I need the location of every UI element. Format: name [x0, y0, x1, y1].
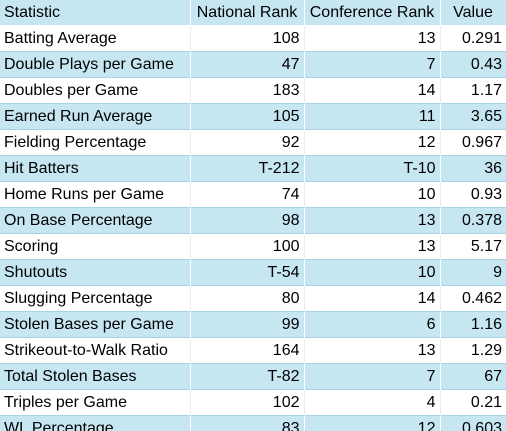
- cell-national-rank[interactable]: 105: [190, 103, 305, 130]
- table-row: Strikeout-to-Walk Ratio 164 13 1.29: [0, 337, 506, 364]
- table-row: On Base Percentage 98 13 0.378: [0, 207, 506, 234]
- cell-value[interactable]: 0.291: [440, 25, 506, 52]
- cell-statistic[interactable]: Triples per Game: [0, 389, 191, 416]
- cell-value[interactable]: 1.17: [440, 77, 506, 104]
- cell-conference-rank[interactable]: 10: [304, 181, 441, 208]
- column-header-national-rank[interactable]: National Rank: [190, 0, 305, 26]
- cell-value[interactable]: 0.603: [440, 415, 506, 431]
- cell-statistic[interactable]: On Base Percentage: [0, 207, 191, 234]
- cell-national-rank[interactable]: 83: [190, 415, 305, 431]
- cell-national-rank[interactable]: T-212: [190, 155, 305, 182]
- cell-value[interactable]: 67: [440, 363, 506, 390]
- column-header-statistic[interactable]: Statistic: [0, 0, 191, 26]
- cell-statistic[interactable]: WL Percentage: [0, 415, 191, 431]
- cell-statistic[interactable]: Hit Batters: [0, 155, 191, 182]
- table-row: Triples per Game 102 4 0.21: [0, 389, 506, 416]
- column-header-value[interactable]: Value: [440, 0, 506, 26]
- cell-national-rank[interactable]: T-54: [190, 259, 305, 286]
- cell-conference-rank[interactable]: 14: [304, 285, 441, 312]
- cell-value[interactable]: 9: [440, 259, 506, 286]
- cell-value[interactable]: 0.21: [440, 389, 506, 416]
- cell-conference-rank[interactable]: 6: [304, 311, 441, 338]
- cell-conference-rank[interactable]: 12: [304, 129, 441, 156]
- cell-statistic[interactable]: Fielding Percentage: [0, 129, 191, 156]
- cell-value[interactable]: 0.43: [440, 51, 506, 78]
- cell-statistic[interactable]: Batting Average: [0, 25, 191, 52]
- cell-national-rank[interactable]: 100: [190, 233, 305, 260]
- cell-conference-rank[interactable]: 7: [304, 363, 441, 390]
- cell-value[interactable]: 36: [440, 155, 506, 182]
- table-row: Stolen Bases per Game 99 6 1.16: [0, 311, 506, 338]
- table-row: WL Percentage 83 12 0.603: [0, 415, 506, 431]
- table-row: Total Stolen Bases T-82 7 67: [0, 363, 506, 390]
- cell-statistic[interactable]: Slugging Percentage: [0, 285, 191, 312]
- table-row: Scoring 100 13 5.17: [0, 233, 506, 260]
- table-row: Doubles per Game 183 14 1.17: [0, 77, 506, 104]
- cell-statistic[interactable]: Strikeout-to-Walk Ratio: [0, 337, 191, 364]
- table-body: Batting Average 108 13 0.291 Double Plays pe…: [0, 25, 506, 431]
- cell-national-rank[interactable]: 183: [190, 77, 305, 104]
- cell-national-rank[interactable]: 80: [190, 285, 305, 312]
- cell-statistic[interactable]: Total Stolen Bases: [0, 363, 191, 390]
- cell-national-rank[interactable]: 164: [190, 337, 305, 364]
- cell-conference-rank[interactable]: 12: [304, 415, 441, 431]
- cell-conference-rank[interactable]: 11: [304, 103, 441, 130]
- table-row: Batting Average 108 13 0.291: [0, 25, 506, 52]
- table-row: Hit Batters T-212 T-10 36: [0, 155, 506, 182]
- table-row: Double Plays per Game 47 7 0.43: [0, 51, 506, 78]
- cell-conference-rank[interactable]: 13: [304, 233, 441, 260]
- cell-national-rank[interactable]: 102: [190, 389, 305, 416]
- cell-national-rank[interactable]: T-82: [190, 363, 305, 390]
- cell-statistic[interactable]: Shutouts: [0, 259, 191, 286]
- table-row: Home Runs per Game 74 10 0.93: [0, 181, 506, 208]
- column-header-conference-rank[interactable]: Conference Rank: [304, 0, 441, 26]
- cell-value[interactable]: 1.16: [440, 311, 506, 338]
- cell-statistic[interactable]: Home Runs per Game: [0, 181, 191, 208]
- cell-conference-rank[interactable]: 14: [304, 77, 441, 104]
- cell-national-rank[interactable]: 108: [190, 25, 305, 52]
- table-row: Slugging Percentage 80 14 0.462: [0, 285, 506, 312]
- header-row: Statistic National Rank Conference Rank …: [0, 0, 506, 26]
- cell-statistic[interactable]: Earned Run Average: [0, 103, 191, 130]
- table-row: Fielding Percentage 92 12 0.967: [0, 129, 506, 156]
- cell-national-rank[interactable]: 98: [190, 207, 305, 234]
- cell-conference-rank[interactable]: 7: [304, 51, 441, 78]
- cell-conference-rank[interactable]: 13: [304, 337, 441, 364]
- cell-value[interactable]: 5.17: [440, 233, 506, 260]
- cell-national-rank[interactable]: 74: [190, 181, 305, 208]
- cell-value[interactable]: 3.65: [440, 103, 506, 130]
- cell-conference-rank[interactable]: T-10: [304, 155, 441, 182]
- cell-conference-rank[interactable]: 13: [304, 207, 441, 234]
- cell-value[interactable]: 1.29: [440, 337, 506, 364]
- cell-conference-rank[interactable]: 13: [304, 25, 441, 52]
- table-row: Shutouts T-54 10 9: [0, 259, 506, 286]
- cell-national-rank[interactable]: 47: [190, 51, 305, 78]
- cell-value[interactable]: 0.378: [440, 207, 506, 234]
- cell-national-rank[interactable]: 99: [190, 311, 305, 338]
- cell-conference-rank[interactable]: 4: [304, 389, 441, 416]
- cell-value[interactable]: 0.462: [440, 285, 506, 312]
- cell-value[interactable]: 0.967: [440, 129, 506, 156]
- table-row: Earned Run Average 105 11 3.65: [0, 103, 506, 130]
- cell-value[interactable]: 0.93: [440, 181, 506, 208]
- cell-statistic[interactable]: Double Plays per Game: [0, 51, 191, 78]
- cell-statistic[interactable]: Stolen Bases per Game: [0, 311, 191, 338]
- cell-statistic[interactable]: Doubles per Game: [0, 77, 191, 104]
- cell-conference-rank[interactable]: 10: [304, 259, 441, 286]
- cell-national-rank[interactable]: 92: [190, 129, 305, 156]
- cell-statistic[interactable]: Scoring: [0, 233, 191, 260]
